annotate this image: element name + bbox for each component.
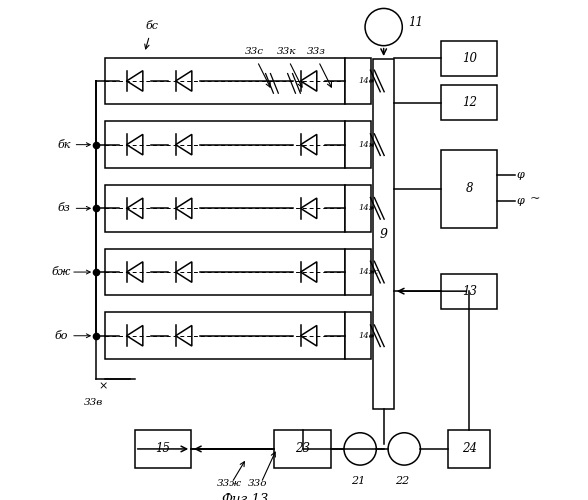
- Bar: [448, 430, 490, 468]
- Bar: [135, 430, 191, 468]
- Text: 14ж: 14ж: [359, 268, 379, 276]
- Text: 33з: 33з: [306, 48, 326, 56]
- Bar: [105, 122, 346, 168]
- Bar: [345, 312, 371, 359]
- Text: 13: 13: [462, 284, 477, 298]
- Text: 33ж: 33ж: [217, 478, 242, 488]
- Bar: [345, 58, 371, 104]
- Text: 33в: 33в: [83, 398, 103, 407]
- Text: 11: 11: [408, 16, 423, 28]
- Bar: [105, 312, 346, 359]
- Text: 33о: 33о: [248, 478, 267, 488]
- Text: 14к: 14к: [359, 140, 375, 148]
- Text: 33к: 33к: [277, 48, 296, 56]
- Text: 9: 9: [380, 228, 387, 240]
- Text: бз: бз: [57, 204, 70, 214]
- Bar: [275, 430, 331, 468]
- Bar: [441, 41, 497, 76]
- Bar: [345, 122, 371, 168]
- Text: 21: 21: [350, 476, 365, 486]
- Text: 14з: 14з: [359, 204, 374, 212]
- Bar: [345, 185, 371, 232]
- Bar: [105, 58, 346, 104]
- Text: φ: φ: [516, 196, 524, 205]
- Text: 23: 23: [295, 442, 310, 456]
- Text: Фиг.13: Фиг.13: [221, 492, 269, 500]
- Bar: [105, 185, 346, 232]
- Text: бк: бк: [57, 140, 71, 149]
- Text: 22: 22: [395, 476, 409, 486]
- Text: 33с: 33с: [245, 48, 264, 56]
- Text: бс: бс: [145, 21, 158, 31]
- Text: 14с: 14с: [359, 77, 374, 85]
- Text: 10: 10: [462, 52, 477, 65]
- Bar: [105, 249, 346, 296]
- Text: 12: 12: [462, 96, 477, 109]
- Text: 8: 8: [466, 182, 473, 195]
- Text: φ: φ: [516, 170, 524, 180]
- Text: ~: ~: [529, 192, 540, 205]
- Text: 14о: 14о: [359, 332, 375, 340]
- Bar: [441, 274, 497, 309]
- Bar: [441, 85, 497, 120]
- Text: 15: 15: [155, 442, 171, 456]
- Bar: [373, 59, 394, 409]
- Text: бж: бж: [52, 267, 71, 277]
- Bar: [441, 150, 497, 228]
- Text: ×: ×: [98, 381, 108, 391]
- Bar: [345, 249, 371, 296]
- Text: бо: бо: [55, 331, 68, 341]
- Text: 24: 24: [462, 442, 477, 456]
